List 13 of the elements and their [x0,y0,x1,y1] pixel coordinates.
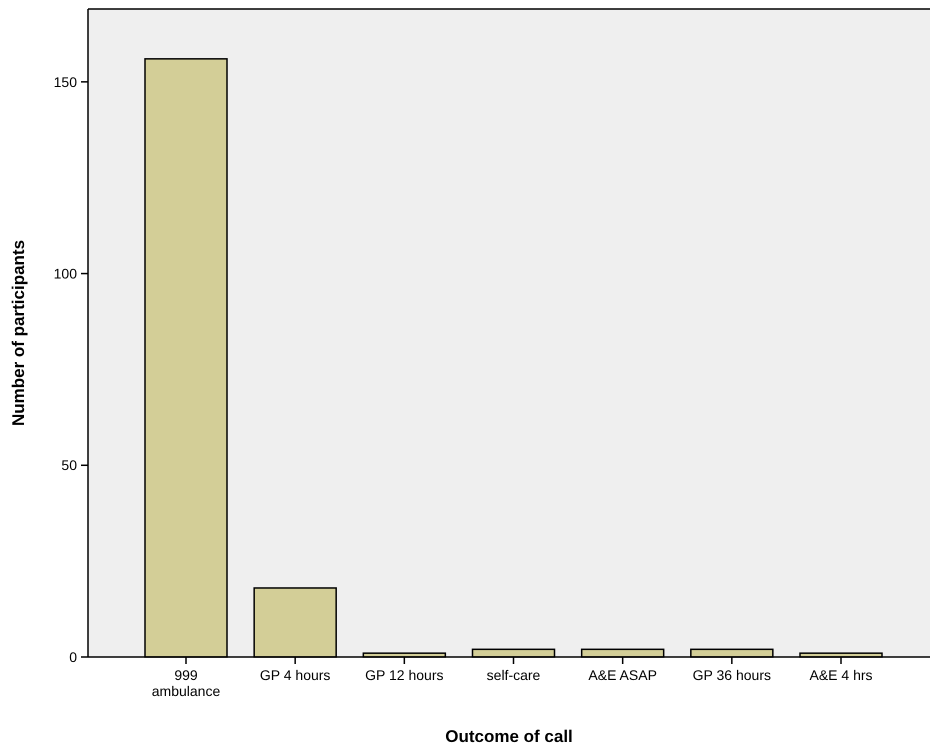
y-tick-label: 100 [54,265,78,282]
x-tick-label: GP 12 hours [365,667,444,683]
x-tick-label: 999 ambulance [152,667,220,699]
x-tick-label: GP 36 hours [692,667,772,683]
x-tick-label: A&E 4 hrs [809,667,873,683]
x-tick-label: A&E ASAP [588,667,657,683]
y-axis-title: Number of participants [9,240,28,426]
x-tick-label: self-care [486,667,541,683]
y-tick-label: 150 [54,74,78,90]
y-tick-label: 50 [61,457,78,474]
x-tick-label: GP 4 hours [260,667,330,683]
x-axis-title: Outcome of call [445,727,573,746]
y-tick-label: 0 [69,648,78,665]
